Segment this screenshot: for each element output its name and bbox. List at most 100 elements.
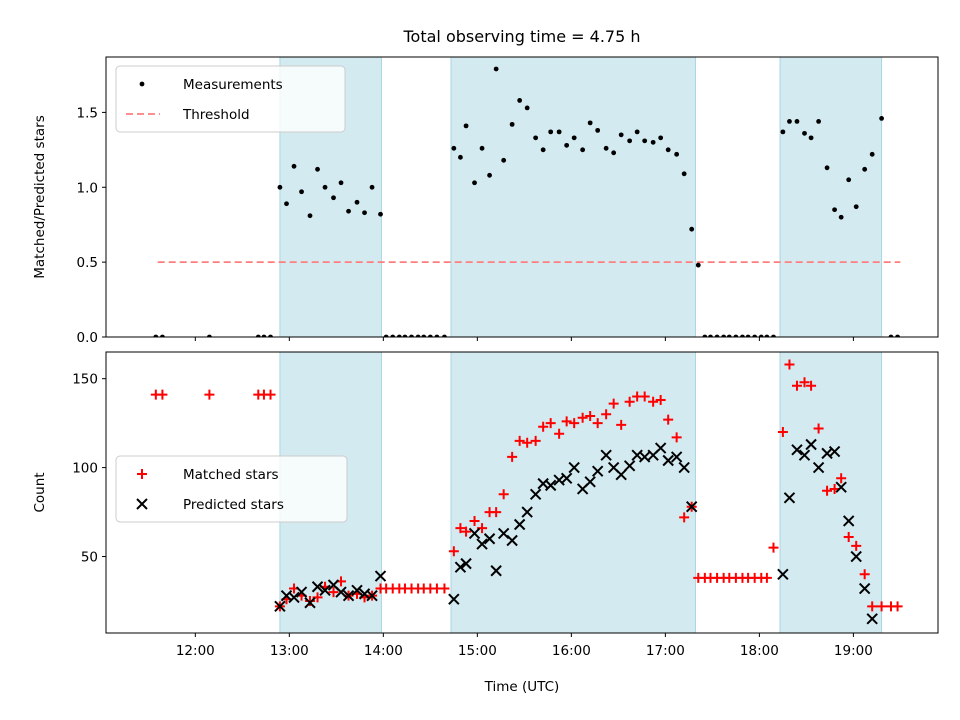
data-point <box>305 595 316 606</box>
data-point <box>487 172 492 178</box>
data-point <box>493 66 499 72</box>
data-point <box>311 581 324 593</box>
data-point <box>554 428 565 439</box>
data-point <box>255 334 261 337</box>
data-point <box>507 451 518 462</box>
observing-interval-2 <box>779 57 883 337</box>
data-point <box>624 396 635 407</box>
data-point <box>378 211 383 217</box>
data-point <box>207 334 212 337</box>
data-point <box>846 177 852 183</box>
data-point <box>291 163 297 169</box>
data-point <box>798 449 811 461</box>
observing-interval-2 <box>779 352 883 633</box>
data-point <box>603 145 609 151</box>
data-point <box>745 334 751 337</box>
data-point <box>421 334 427 337</box>
data-point <box>538 421 549 432</box>
data-point <box>415 334 421 337</box>
data-point <box>530 435 541 446</box>
data-point <box>383 334 389 337</box>
data-point <box>877 640 887 650</box>
data-point <box>853 204 859 210</box>
data-point <box>509 121 515 127</box>
data-point <box>689 226 695 232</box>
data-point <box>469 515 480 526</box>
data-point <box>540 147 546 153</box>
legend-marker <box>137 469 147 479</box>
data-point <box>740 334 745 337</box>
data-point <box>577 412 588 423</box>
data-point <box>568 461 580 474</box>
data-point <box>491 507 502 518</box>
data-point <box>758 334 764 337</box>
legend: Matched stars Predicted stars <box>115 455 348 523</box>
data-point <box>685 501 698 513</box>
data-point <box>648 396 659 407</box>
data-point <box>867 601 878 612</box>
data-point <box>752 334 758 337</box>
data-point <box>354 199 360 205</box>
data-point <box>611 150 617 156</box>
data-point <box>476 538 488 550</box>
x-tick-label: 16:00 <box>552 643 591 659</box>
data-point <box>560 472 573 484</box>
data-point <box>787 118 792 124</box>
data-point <box>351 584 363 597</box>
data-point <box>548 129 554 135</box>
axes-frame <box>105 351 939 634</box>
data-point <box>663 414 674 425</box>
data-point <box>268 334 273 337</box>
data-point <box>829 483 840 494</box>
data-point <box>777 568 789 581</box>
data-point <box>768 542 779 553</box>
data-point <box>824 165 830 171</box>
data-point <box>498 489 509 500</box>
data-point <box>618 132 624 138</box>
data-point <box>524 105 530 111</box>
data-point <box>274 600 286 613</box>
data-point <box>702 334 708 337</box>
data-point <box>461 526 472 537</box>
data-point <box>592 418 603 429</box>
data-point <box>806 380 817 391</box>
data-point <box>472 180 477 186</box>
x-tick-label: 12:00 <box>176 643 215 659</box>
data-point <box>591 465 604 477</box>
data-point <box>634 129 640 135</box>
data-point <box>338 180 344 186</box>
data-point <box>876 601 887 612</box>
data-point <box>160 334 165 337</box>
data-point <box>838 214 844 220</box>
data-point <box>514 435 525 446</box>
data-point <box>374 570 387 582</box>
data-point <box>585 411 596 422</box>
data-point <box>665 147 671 153</box>
legend-label: Measurements <box>183 77 283 93</box>
data-point <box>642 138 648 144</box>
y-tick-label: 50 <box>81 550 98 566</box>
data-point <box>455 523 466 534</box>
data-point <box>564 142 570 148</box>
data-point <box>608 398 619 409</box>
data-point <box>451 145 457 151</box>
data-point <box>157 389 168 400</box>
legend-label: Predicted stars <box>183 497 284 513</box>
series-predicted-stars <box>274 438 887 650</box>
data-point <box>362 210 367 216</box>
data-point <box>545 418 556 429</box>
data-point <box>409 334 414 337</box>
data-point <box>307 213 313 219</box>
x-axis-label: Time (UTC) <box>484 679 560 695</box>
data-point <box>714 334 720 337</box>
data-point <box>812 461 825 474</box>
data-point <box>869 151 875 157</box>
data-point <box>517 98 523 103</box>
data-point <box>319 584 331 597</box>
legend-box <box>115 65 346 133</box>
data-point <box>771 334 776 337</box>
data-point <box>670 451 683 463</box>
data-point <box>442 334 447 337</box>
y-tick-label: 0.5 <box>77 255 98 271</box>
observing-interval-1 <box>450 352 696 633</box>
